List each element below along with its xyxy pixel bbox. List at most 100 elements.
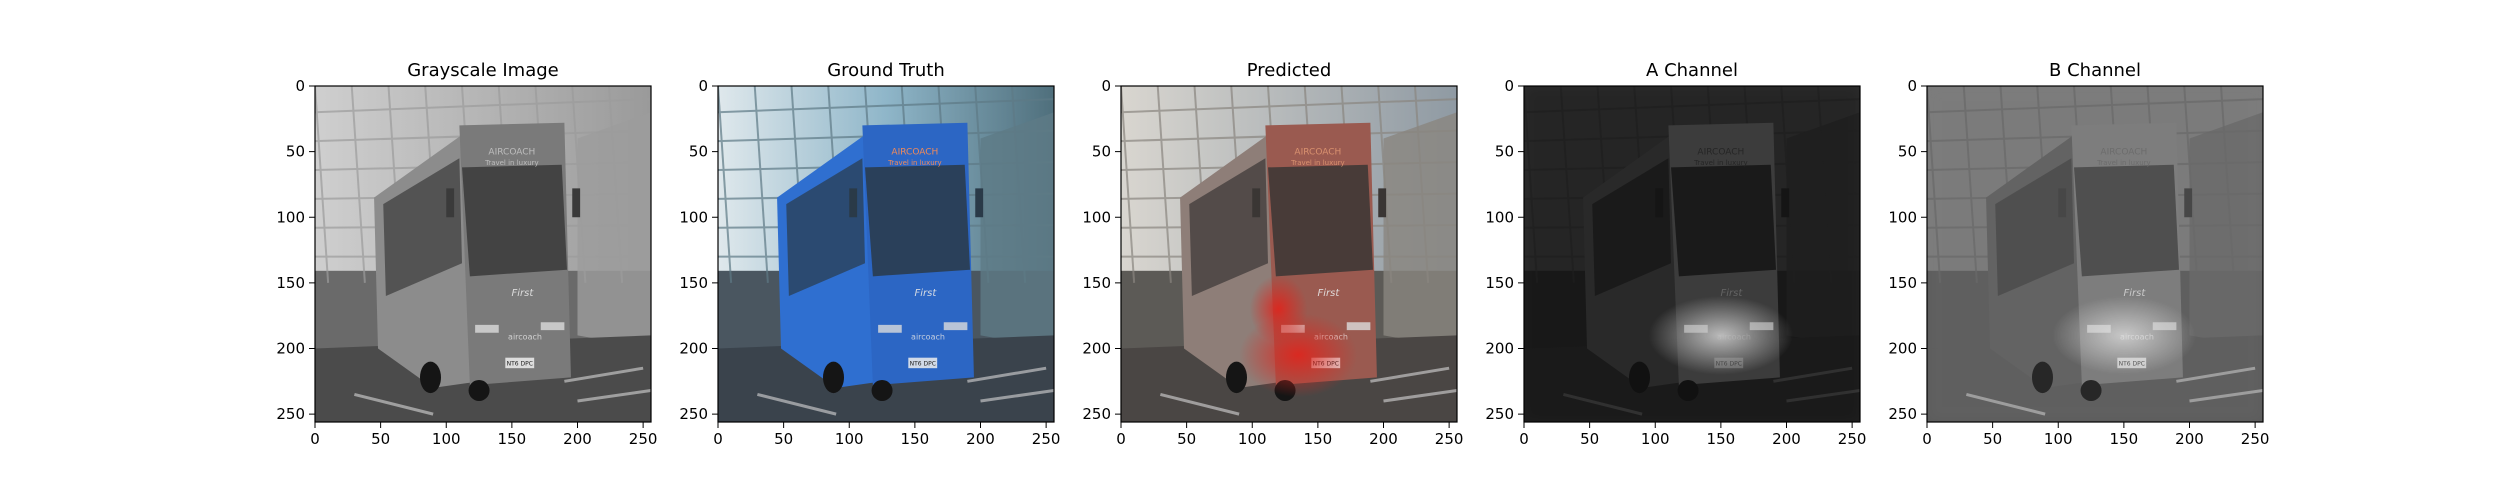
x-tick-label: 0 bbox=[713, 430, 723, 448]
panel-frame bbox=[1523, 85, 1861, 423]
y-tick-label: 50 bbox=[1898, 143, 1917, 161]
y-tick-label: 150 bbox=[1485, 274, 1514, 292]
x-tick-label: 50 bbox=[1983, 430, 2002, 448]
x-tick-label: 150 bbox=[1707, 430, 1736, 448]
y-tick-label: 250 bbox=[1082, 405, 1111, 423]
bus-brand-logo: First bbox=[1317, 288, 1340, 299]
bus-license-plate: NT6 DPC bbox=[910, 361, 936, 368]
panel-frame bbox=[1120, 85, 1458, 423]
bus-brand-logo: First bbox=[914, 288, 937, 299]
x-tick-label: 100 bbox=[1238, 430, 1267, 448]
y-tick-label: 100 bbox=[276, 208, 305, 226]
panel-frame bbox=[1926, 85, 2264, 423]
bus-destination-sign-line2: Travel in luxury bbox=[887, 159, 942, 167]
bus-destination-sign: AIRCOACH bbox=[891, 147, 938, 157]
x-tick-label: 250 bbox=[1032, 430, 1061, 448]
panel-title: Ground Truth bbox=[827, 60, 945, 81]
x-tick-label: 150 bbox=[498, 430, 527, 448]
x-tick-label: 0 bbox=[1922, 430, 1932, 448]
panel-ground-truth: Ground Truth AIRCOACH Travel in luxury Firs… bbox=[679, 60, 1060, 448]
x-axis: 0 50 100 150 200 250 bbox=[1116, 422, 1463, 448]
y-tick-label: 250 bbox=[276, 405, 305, 423]
x-tick-label: 100 bbox=[432, 430, 461, 448]
x-tick-label: 50 bbox=[371, 430, 390, 448]
x-tick-label: 50 bbox=[1177, 430, 1196, 448]
y-axis: 0 50 100 150 200 250 bbox=[679, 77, 718, 423]
panel-image: AIRCOACH Travel in luxury First aircoach NT6… bbox=[718, 86, 1054, 422]
bus-license-plate: NT6 DPC bbox=[507, 361, 533, 368]
x-axis: 0 50 100 150 200 250 bbox=[713, 422, 1060, 448]
x-tick-label: 250 bbox=[1838, 430, 1867, 448]
panel-title: Grayscale Image bbox=[407, 60, 559, 81]
y-tick-label: 100 bbox=[1082, 208, 1111, 226]
panel-frame bbox=[314, 85, 652, 423]
x-tick-label: 150 bbox=[2110, 430, 2139, 448]
y-tick-label: 0 bbox=[1504, 77, 1514, 95]
x-tick-label: 0 bbox=[1519, 430, 1529, 448]
y-tick-label: 200 bbox=[276, 340, 305, 358]
y-tick-label: 250 bbox=[1485, 405, 1514, 423]
y-tick-label: 50 bbox=[689, 143, 708, 161]
bus-destination-sign-line2: Travel in luxury bbox=[484, 159, 539, 167]
x-axis: 0 50 100 150 200 250 bbox=[1519, 422, 1866, 448]
y-tick-label: 50 bbox=[1092, 143, 1111, 161]
x-tick-label: 200 bbox=[2175, 430, 2204, 448]
y-tick-label: 150 bbox=[679, 274, 708, 292]
bus-side-logo: aircoach bbox=[508, 332, 542, 341]
x-tick-label: 200 bbox=[1772, 430, 1801, 448]
x-tick-label: 200 bbox=[563, 430, 592, 448]
y-tick-label: 200 bbox=[1485, 340, 1514, 358]
x-tick-label: 100 bbox=[835, 430, 864, 448]
x-tick-label: 150 bbox=[1304, 430, 1333, 448]
x-tick-label: 0 bbox=[1116, 430, 1126, 448]
y-tick-label: 0 bbox=[1907, 77, 1917, 95]
y-tick-label: 100 bbox=[679, 208, 708, 226]
x-axis: 0 50 100 150 200 250 bbox=[1922, 422, 2269, 448]
y-axis: 0 50 100 150 200 250 bbox=[1485, 77, 1524, 423]
bus-brand-logo: First bbox=[511, 288, 534, 299]
x-tick-label: 100 bbox=[1641, 430, 1670, 448]
y-tick-label: 200 bbox=[1082, 340, 1111, 358]
y-tick-label: 150 bbox=[1082, 274, 1111, 292]
y-tick-label: 100 bbox=[1888, 208, 1917, 226]
y-tick-label: 0 bbox=[295, 77, 305, 95]
panel-frame bbox=[717, 85, 1055, 423]
y-tick-label: 250 bbox=[679, 405, 708, 423]
panel-grayscale: Grayscale Image AIRCOACH Travel in luxury F… bbox=[276, 60, 657, 448]
bus-destination-sign: AIRCOACH bbox=[1294, 147, 1341, 157]
x-tick-label: 50 bbox=[774, 430, 793, 448]
x-tick-label: 150 bbox=[901, 430, 930, 448]
bus-side-logo: aircoach bbox=[911, 332, 945, 341]
x-tick-label: 250 bbox=[629, 430, 658, 448]
y-tick-label: 50 bbox=[1495, 143, 1514, 161]
x-tick-label: 250 bbox=[2241, 430, 2270, 448]
y-axis: 0 50 100 150 200 250 bbox=[276, 77, 315, 423]
x-tick-label: 50 bbox=[1580, 430, 1599, 448]
y-tick-label: 200 bbox=[1888, 340, 1917, 358]
y-tick-label: 250 bbox=[1888, 405, 1917, 423]
y-tick-label: 100 bbox=[1485, 208, 1514, 226]
x-axis: 0 50 100 150 200 250 bbox=[310, 422, 657, 448]
y-tick-label: 150 bbox=[1888, 274, 1917, 292]
y-axis: 0 50 100 150 200 250 bbox=[1082, 77, 1121, 423]
x-tick-label: 0 bbox=[310, 430, 320, 448]
y-tick-label: 0 bbox=[1101, 77, 1111, 95]
y-tick-label: 0 bbox=[698, 77, 708, 95]
bus-destination-sign-line2: Travel in luxury bbox=[1290, 159, 1345, 167]
x-tick-label: 100 bbox=[2044, 430, 2073, 448]
panel-title: A Channel bbox=[1646, 60, 1738, 81]
x-tick-label: 250 bbox=[1435, 430, 1464, 448]
x-tick-label: 200 bbox=[966, 430, 995, 448]
y-tick-label: 150 bbox=[276, 274, 305, 292]
y-tick-label: 200 bbox=[679, 340, 708, 358]
y-tick-label: 50 bbox=[286, 143, 305, 161]
y-axis: 0 50 100 150 200 250 bbox=[1888, 77, 1927, 423]
